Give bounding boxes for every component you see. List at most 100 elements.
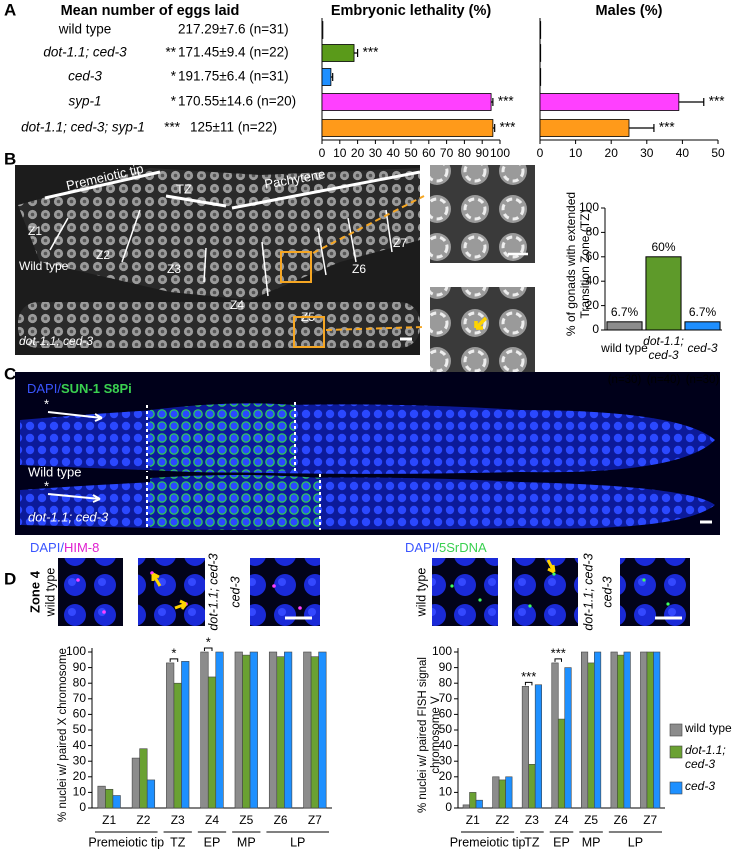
significance-bracket bbox=[203, 647, 213, 651]
genotype: wild type bbox=[58, 22, 112, 37]
value-label: 6.7% bbox=[611, 305, 639, 319]
genotype-label: dot-1.1; ced-3 bbox=[28, 509, 109, 524]
bar bbox=[268, 651, 278, 809]
y-tick-label: 30 bbox=[73, 753, 87, 767]
bar bbox=[321, 93, 492, 111]
y-tick-label: 0 bbox=[445, 800, 452, 814]
error-bar bbox=[678, 98, 705, 106]
group-label: TZ bbox=[170, 835, 186, 849]
group-label: MP bbox=[237, 835, 256, 849]
group-label: EP bbox=[204, 835, 221, 849]
significance-bracket bbox=[554, 658, 562, 662]
significance: *** bbox=[551, 645, 566, 660]
egg-table: wild type dot-1.1; ced-3 ced-3 syp-1 dot… bbox=[21, 22, 296, 135]
bar bbox=[594, 651, 602, 809]
y-tick-label: 10 bbox=[439, 785, 453, 799]
group-label: LP bbox=[290, 835, 305, 849]
x-tick-label: Z5 bbox=[584, 813, 598, 827]
bar bbox=[200, 651, 209, 809]
bar bbox=[146, 779, 156, 809]
x-tick-label: ced-3 bbox=[687, 341, 718, 356]
bar bbox=[131, 757, 140, 809]
nucleus-image bbox=[138, 558, 205, 626]
y-tick-label: 70 bbox=[73, 691, 87, 705]
x-tick-label-box: ced-3 bbox=[687, 341, 718, 356]
legend-swatch bbox=[669, 781, 683, 795]
genotype: dot-1.1; ced-3; syp-1 bbox=[21, 120, 145, 135]
micrograph-d: DAPI/HIM-8 Zone 4 wild type dot-1.1; ced… bbox=[27, 540, 690, 631]
y-tick-label: 80 bbox=[73, 675, 87, 689]
x-tick-label: 70 bbox=[440, 146, 454, 160]
x-tick-label: Z1 bbox=[102, 813, 116, 827]
bar bbox=[303, 651, 312, 809]
nucleus-image bbox=[512, 558, 578, 626]
significance: * bbox=[171, 69, 177, 84]
x-tick-label: Z6 bbox=[274, 813, 288, 827]
significance: * bbox=[171, 94, 177, 109]
bar bbox=[505, 776, 513, 809]
stain-label: DAPI/SUN-1 S8Pi bbox=[27, 381, 132, 396]
gonad-image bbox=[18, 168, 420, 300]
x-tick-label: 30 bbox=[640, 146, 654, 160]
x-tick-label: 30 bbox=[369, 146, 383, 160]
significance: *** bbox=[709, 94, 726, 109]
egg-count: 191.75±6.4 (n=31) bbox=[178, 69, 289, 84]
bar bbox=[166, 662, 175, 809]
genotype-label: ced-3 bbox=[228, 576, 242, 607]
bar bbox=[539, 119, 630, 137]
x-tick-label: 80 bbox=[458, 146, 472, 160]
gonad-image bbox=[20, 404, 715, 474]
genotype: ced-3 bbox=[68, 69, 102, 84]
zoom-arrow bbox=[325, 326, 425, 331]
y-tick-label: 90 bbox=[73, 660, 87, 674]
n-label: (n=30) bbox=[608, 374, 642, 386]
stain-label: DAPI/5SrDNA bbox=[405, 540, 487, 555]
y-tick-label: 20 bbox=[586, 298, 600, 312]
significance: *** bbox=[498, 94, 515, 109]
legend-label: wild type bbox=[685, 722, 732, 735]
bar bbox=[551, 662, 559, 809]
table-header: Mean number of eggs laid bbox=[61, 3, 240, 19]
y-axis-label: % of gonads with extended Transition Zon… bbox=[564, 191, 592, 337]
bar bbox=[469, 792, 477, 809]
y-axis-label-box: % of gonads with extended Transition Zon… bbox=[564, 191, 592, 337]
zoom-arrow bbox=[312, 195, 425, 254]
y-tick-label: 0 bbox=[592, 322, 599, 336]
bar bbox=[215, 651, 224, 809]
y-tick-label: 100 bbox=[432, 644, 452, 658]
zone-label: Z2 bbox=[96, 248, 110, 262]
significance-bracket bbox=[169, 658, 179, 662]
y-tick-label: 50 bbox=[73, 722, 87, 736]
group-label: Premeiotic tip bbox=[450, 835, 526, 849]
asterisk: * bbox=[44, 396, 49, 411]
y-tick-label: 90 bbox=[439, 660, 453, 674]
y-axis-label: % nuclei w/ paired FISH signal chromosom… bbox=[416, 657, 442, 813]
egg-count: 217.29±7.6 (n=31) bbox=[178, 22, 289, 37]
foci bbox=[450, 572, 670, 608]
y-tick-label: 30 bbox=[439, 753, 453, 767]
legend-label: dot-1.1; ced-3 bbox=[685, 744, 726, 771]
error-bar bbox=[492, 124, 496, 132]
egg-count: 170.55±14.6 (n=20) bbox=[178, 94, 296, 109]
x-tick-label: Z4 bbox=[554, 813, 568, 827]
y-tick-label: 60 bbox=[439, 707, 453, 721]
y-tick-label: 40 bbox=[73, 738, 87, 752]
y-axis-label-box: % nuclei w/ paired X chromosome bbox=[57, 648, 69, 822]
x-tick-label: Z4 bbox=[205, 813, 219, 827]
group-label: MP bbox=[582, 835, 601, 849]
genotype-label: ced-3 bbox=[600, 576, 614, 607]
zone-label: Zone 4 bbox=[27, 570, 42, 613]
bar bbox=[528, 764, 536, 809]
region-line bbox=[165, 194, 227, 208]
bar bbox=[581, 651, 589, 809]
y-tick-label: 100 bbox=[66, 644, 86, 658]
x-tick-label: Z3 bbox=[525, 813, 539, 827]
bar bbox=[623, 651, 631, 809]
y-tick-label: 80 bbox=[586, 225, 600, 239]
x-tick-label: Z3 bbox=[171, 813, 185, 827]
inset-image bbox=[430, 165, 535, 263]
x-tick-label: 50 bbox=[711, 146, 725, 160]
x-tick-label: 0 bbox=[319, 146, 326, 160]
n-label: (n=40) bbox=[647, 374, 681, 386]
y-axis-label-box: % nuclei w/ paired FISH signal chromosom… bbox=[416, 657, 442, 813]
